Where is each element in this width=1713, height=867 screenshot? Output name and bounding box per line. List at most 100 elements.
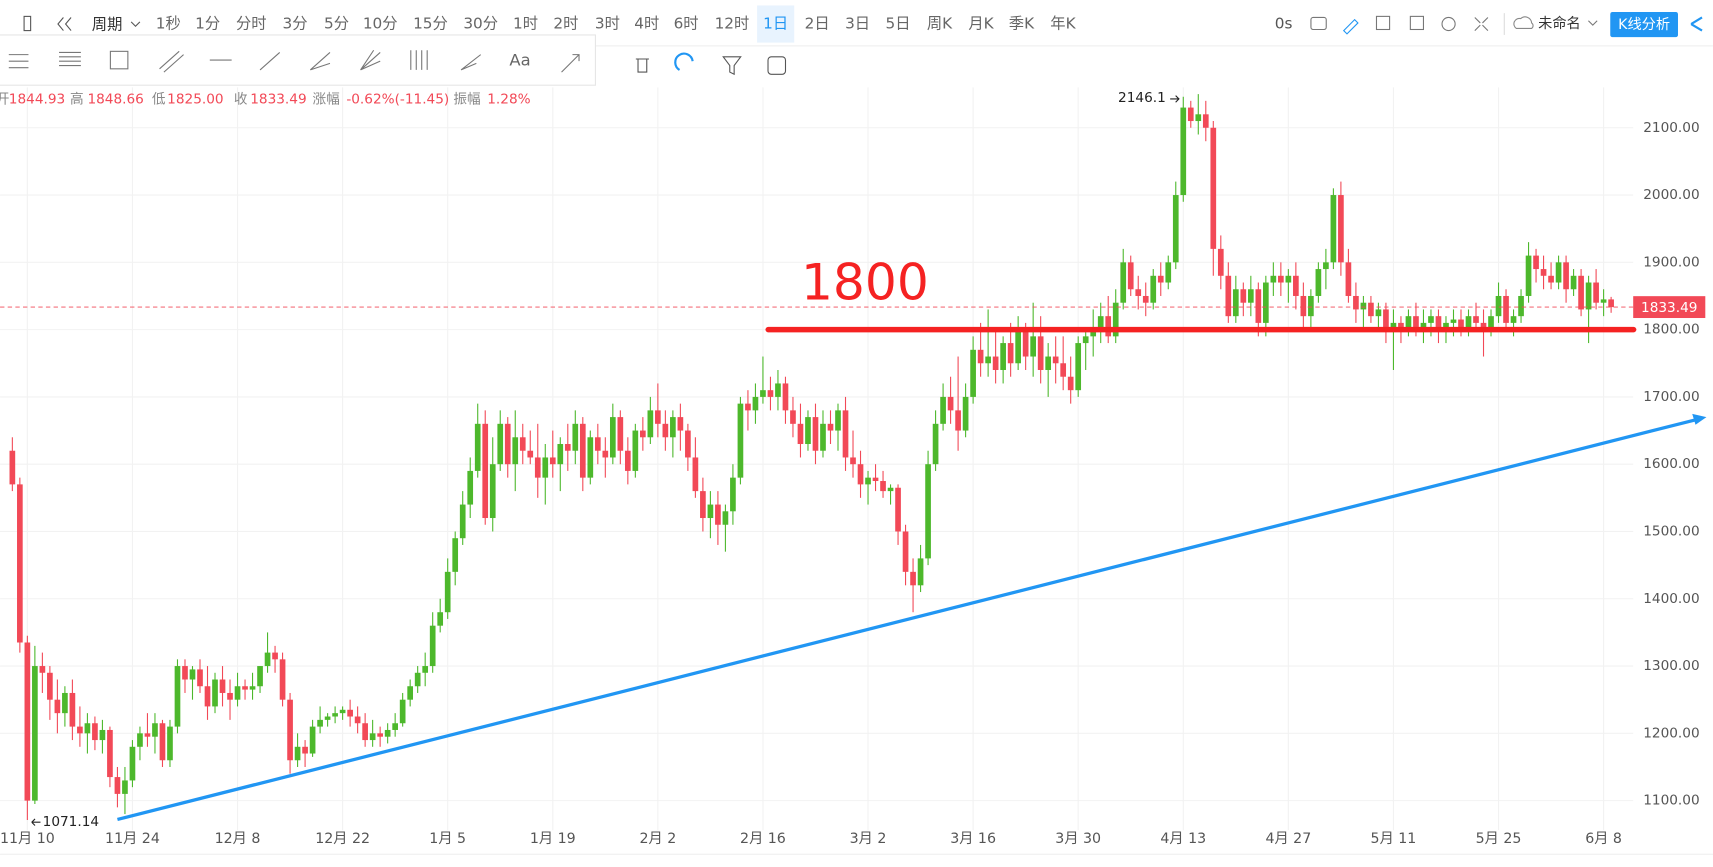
candle-body [557, 444, 564, 465]
candle-body [279, 659, 286, 700]
info-value: 1825.00 [167, 91, 223, 107]
candle-body [1157, 275, 1164, 283]
candle-body [1285, 275, 1292, 283]
candle-body [1135, 289, 1142, 296]
candle-body [1187, 107, 1194, 122]
candle-body [955, 410, 961, 431]
candle-body [745, 403, 751, 411]
candle-body [152, 723, 158, 737]
delete-icon[interactable] [635, 58, 649, 73]
y-tick-label: 2100.00 [1643, 120, 1699, 136]
interval[interactable]: 年K [1050, 15, 1076, 33]
interval[interactable]: 3时 [595, 15, 620, 33]
interval[interactable]: 3分 [282, 15, 307, 33]
candle-body [1360, 302, 1367, 310]
last-price-label: 1833.49 [1641, 300, 1697, 316]
candle-body [985, 356, 991, 364]
back-icon[interactable] [57, 17, 72, 31]
candle-body [1428, 316, 1434, 323]
interval[interactable]: 5日 [886, 15, 911, 33]
interval[interactable]: 1分 [195, 15, 220, 33]
interval[interactable]: 4时 [634, 15, 659, 33]
interval[interactable]: 月K [968, 15, 994, 33]
candle-body [692, 457, 699, 492]
layout-name[interactable]: 未命名 [1538, 15, 1581, 32]
candle-body [362, 723, 368, 741]
tool-arrow[interactable] [561, 54, 580, 73]
candle-body [775, 383, 781, 397]
candle-body [790, 410, 796, 424]
interval[interactable]: 周K [927, 15, 953, 33]
fullscreen-icon[interactable] [1474, 17, 1489, 31]
interval[interactable]: 3日 [845, 15, 870, 33]
candle-body [1315, 269, 1322, 296]
tool-fan[interactable] [309, 52, 331, 71]
interval[interactable]: 30分 [463, 15, 498, 33]
tool-gann[interactable] [360, 49, 381, 71]
candle-body [1533, 255, 1539, 270]
interval[interactable]: 15分 [413, 15, 448, 33]
info-label: 收 [234, 91, 248, 107]
interval[interactable]: 1时 [513, 15, 538, 33]
layout-icon[interactable] [23, 15, 32, 32]
tool-cycle[interactable] [410, 50, 428, 70]
candle-body [84, 723, 91, 734]
magnet-icon[interactable] [674, 52, 694, 71]
interval[interactable]: 季K [1009, 15, 1035, 33]
tool-fib[interactable] [59, 51, 81, 67]
interval[interactable]: 1秒 [156, 15, 181, 33]
tool-text[interactable]: Aa [509, 51, 530, 70]
cloud-icon[interactable] [1513, 16, 1534, 29]
candle-body [1240, 289, 1247, 303]
tool-channel[interactable] [159, 50, 184, 73]
candle-body [249, 686, 256, 690]
tool-lines[interactable] [8, 54, 29, 69]
interval[interactable]: 分时 [236, 15, 267, 33]
candle-body [947, 396, 954, 411]
candle-body [534, 457, 541, 478]
analysis-button[interactable] [1610, 12, 1678, 38]
candle-body [482, 423, 489, 519]
candle-body [369, 733, 376, 741]
x-tick-label: 12月 8 [215, 831, 261, 847]
top-toolbar: 周期 0s 未命名 K线分析 1秒 1分 分时 3分 5分 10分 15分 30分 1时 2时 3时… [0, 0, 1713, 47]
interval[interactable]: 6时 [674, 15, 699, 33]
candle-body [857, 464, 864, 485]
tool-rect[interactable] [109, 50, 129, 70]
info-value: 1.28% [487, 91, 530, 107]
candle-body [129, 746, 136, 781]
candle-body [820, 423, 826, 451]
candle-body [670, 417, 676, 438]
x-tick-label: 4月 27 [1265, 831, 1311, 847]
share-icon[interactable] [1690, 16, 1703, 32]
candle-body [542, 457, 549, 478]
interval[interactable]: 2时 [553, 15, 578, 33]
settings-icon[interactable] [1441, 16, 1456, 32]
candle-body [174, 666, 181, 727]
interval[interactable]: 1日 [763, 15, 788, 33]
interval[interactable]: 2日 [805, 15, 830, 33]
candle-body [1120, 262, 1127, 303]
candle-body [715, 504, 721, 525]
interval[interactable]: 5分 [324, 15, 349, 33]
pen-icon[interactable] [1342, 18, 1359, 35]
candle-body [1037, 336, 1044, 370]
candle-body [99, 729, 106, 741]
tool-ray[interactable] [259, 52, 281, 71]
interval[interactable]: 12时 [715, 15, 750, 33]
candle-body [1593, 282, 1599, 303]
candle-body [640, 430, 646, 438]
x-tick-label: 12月 22 [315, 831, 370, 847]
period-label[interactable]: 周期 [92, 16, 123, 34]
analysis-button-label[interactable]: K线分析 [1618, 17, 1670, 33]
filter-icon[interactable] [722, 56, 742, 76]
candle-body [1585, 282, 1592, 310]
tool-pitch[interactable] [460, 54, 482, 71]
calc-icon[interactable] [1409, 15, 1425, 31]
window-icon[interactable] [1375, 15, 1391, 31]
sync-icon[interactable] [767, 56, 787, 75]
camera-icon[interactable] [1310, 16, 1327, 31]
interval[interactable]: 10分 [363, 15, 398, 33]
candle-body [700, 491, 706, 519]
candle-body [32, 666, 38, 801]
